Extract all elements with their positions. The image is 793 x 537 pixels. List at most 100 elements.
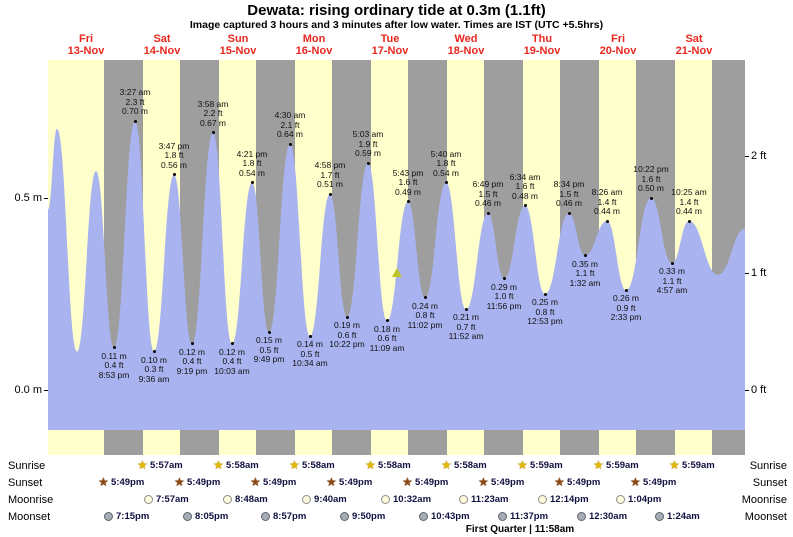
tide-extreme-dot [385,319,389,323]
y-axis-tick [44,198,48,199]
tide-extreme-dot [670,261,674,265]
moonset-circle-icon [340,512,349,521]
moonrise-time: 11:23am [471,494,509,505]
moonset-time: 10:43pm [431,511,470,522]
sunset-star-icon: ★ [478,475,489,489]
day-label: Tue 17-Nov [371,33,409,57]
tide-extreme-dot [288,142,292,146]
tide-extreme-label: 0.19 m 0.6 ft 10:22 pm [329,320,365,350]
tide-extreme-label: 3:58 am 2.2 ft 0.67 m [197,98,229,128]
tide-extreme-dot [486,211,490,215]
tide-plot-area: 0.11 m 0.4 ft 8:53 pm 3:27 am 2.3 ft 0.70 m 0.… [48,60,745,455]
moonset-time: 12:30am [589,511,628,522]
moonset-circle-icon [655,512,664,521]
day-label: Sun 15-Nov [219,33,257,57]
tide-extreme-dot [308,334,312,338]
tide-extreme-dot [345,315,349,319]
tide-extreme-label: 4:58 pm 1.7 ft 0.51 m [314,160,346,190]
tide-extreme-dot [523,204,527,208]
day-label: Thu 19-Nov [523,33,561,57]
tide-extreme-label: 0.24 m 0.8 ft 11:02 pm [407,300,443,330]
tide-extreme-dot [267,330,271,334]
y-axis-left-label: 0.5 m [14,192,42,204]
astro-row-label-right: Moonset [744,511,787,523]
moonrise-circle-icon [538,495,547,504]
y-axis-right-label: 0 ft [751,384,767,396]
tide-extreme-label: 0.12 m 0.4 ft 10:03 am [214,346,250,376]
moonrise-time: 7:57am [156,494,189,505]
sunset-time: 5:49pm [187,477,221,488]
sunrise-star-icon: ★ [137,458,148,472]
astro-row-label-right: Moonrise [741,494,787,506]
tide-extreme-label: 10:25 am 1.4 ft 0.44 m [671,187,707,217]
moonset-time: 9:50pm [352,511,386,522]
sunrise-time: 5:58am [302,460,335,471]
tide-extreme-dot [423,296,427,300]
current-time-marker [392,268,402,277]
tide-extreme-dot [624,288,628,292]
moonset-time: 1:24am [667,511,700,522]
moonrise-circle-icon [144,495,153,504]
tide-extreme-label: 3:27 am 2.3 ft 0.70 m [119,87,151,117]
tide-extreme-label: 0.21 m 0.7 ft 11:52 am [448,312,484,342]
tide-extreme-dot [649,196,653,200]
moonrise-circle-icon [459,495,468,504]
tide-extreme-label: 0.15 m 0.5 ft 9:49 pm [253,335,285,365]
tide-extreme-dot [687,219,691,223]
tide-extreme-label: 5:43 pm 1.6 ft 0.49 m [392,167,424,197]
moonrise-circle-icon [302,495,311,504]
moonset-circle-icon [261,512,270,521]
tide-extreme-label: 0.14 m 0.5 ft 10:34 am [292,339,328,369]
astro-row-label-right: Sunset [752,477,787,489]
day-label: Sat 14-Nov [143,33,181,57]
tide-extreme-label: 0.12 m 0.4 ft 9:19 pm [176,346,208,376]
moonset-circle-icon [104,512,113,521]
tide-extreme-label: 8:34 pm 1.5 ft 0.46 m [553,179,585,209]
sunrise-time: 5:59am [530,460,563,471]
sunset-star-icon: ★ [402,475,413,489]
y-axis-right-label: 1 ft [751,267,767,279]
tide-extreme-label: 0.35 m 1.1 ft 1:32 am [569,258,601,288]
y-axis-tick [745,273,749,274]
moonset-circle-icon [577,512,586,521]
sunset-star-icon: ★ [630,475,641,489]
sunset-star-icon: ★ [326,475,337,489]
sunset-star-icon: ★ [554,475,565,489]
moonrise-time: 9:40am [314,494,347,505]
moonset-circle-icon [183,512,192,521]
sunset-time: 5:49pm [415,477,449,488]
moonrise-time: 1:04pm [628,494,662,505]
tide-extreme-dot [250,181,254,185]
y-axis-right-label: 2 ft [751,150,767,162]
astro-row-label-left: Moonrise [8,494,54,506]
sunrise-star-icon: ★ [593,458,604,472]
sunrise-star-icon: ★ [517,458,528,472]
moonrise-time: 8:48am [235,494,268,505]
moonrise-circle-icon [616,495,625,504]
astro-row-label-left: Moonset [8,511,51,523]
astro-row-label-right: Sunrise [749,460,787,472]
y-axis-tick [745,390,749,391]
tide-extreme-label: 0.26 m 0.9 ft 2:33 pm [610,293,642,323]
tide-extreme-label: 0.29 m 1.0 ft 11:56 pm [486,281,522,311]
sunrise-time: 5:59am [682,460,715,471]
chart-subtitle: Image captured 3 hours and 3 minutes aft… [189,19,604,31]
tide-extreme-label: 5:03 am 1.9 ft 0.59 m [352,129,384,159]
moonrise-time: 10:32am [393,494,432,505]
tide-extreme-dot [190,342,194,346]
tide-extreme-label: 6:34 am 1.6 ft 0.48 m [509,171,541,201]
tide-extreme-dot [112,346,116,350]
sunset-time: 5:49pm [263,477,297,488]
tide-extreme-label: 4:30 am 2.1 ft 0.64 m [274,110,306,140]
day-label: Fri 13-Nov [67,33,105,57]
sunrise-star-icon: ★ [213,458,224,472]
moon-phase-label: First Quarter | 11:58am [465,524,575,535]
sunrise-star-icon: ★ [669,458,680,472]
tide-extreme-label: 10:22 pm 1.6 ft 0.50 m [633,164,669,193]
tide-extreme-label: 0.11 m 0.4 ft 8:53 pm [98,350,130,380]
sunset-star-icon: ★ [250,475,261,489]
tide-extreme-label: 4:21 pm 1.8 ft 0.54 m [236,148,268,178]
moonset-circle-icon [419,512,428,521]
tide-extreme-dot [211,131,215,135]
tide-extreme-dot [230,342,234,346]
